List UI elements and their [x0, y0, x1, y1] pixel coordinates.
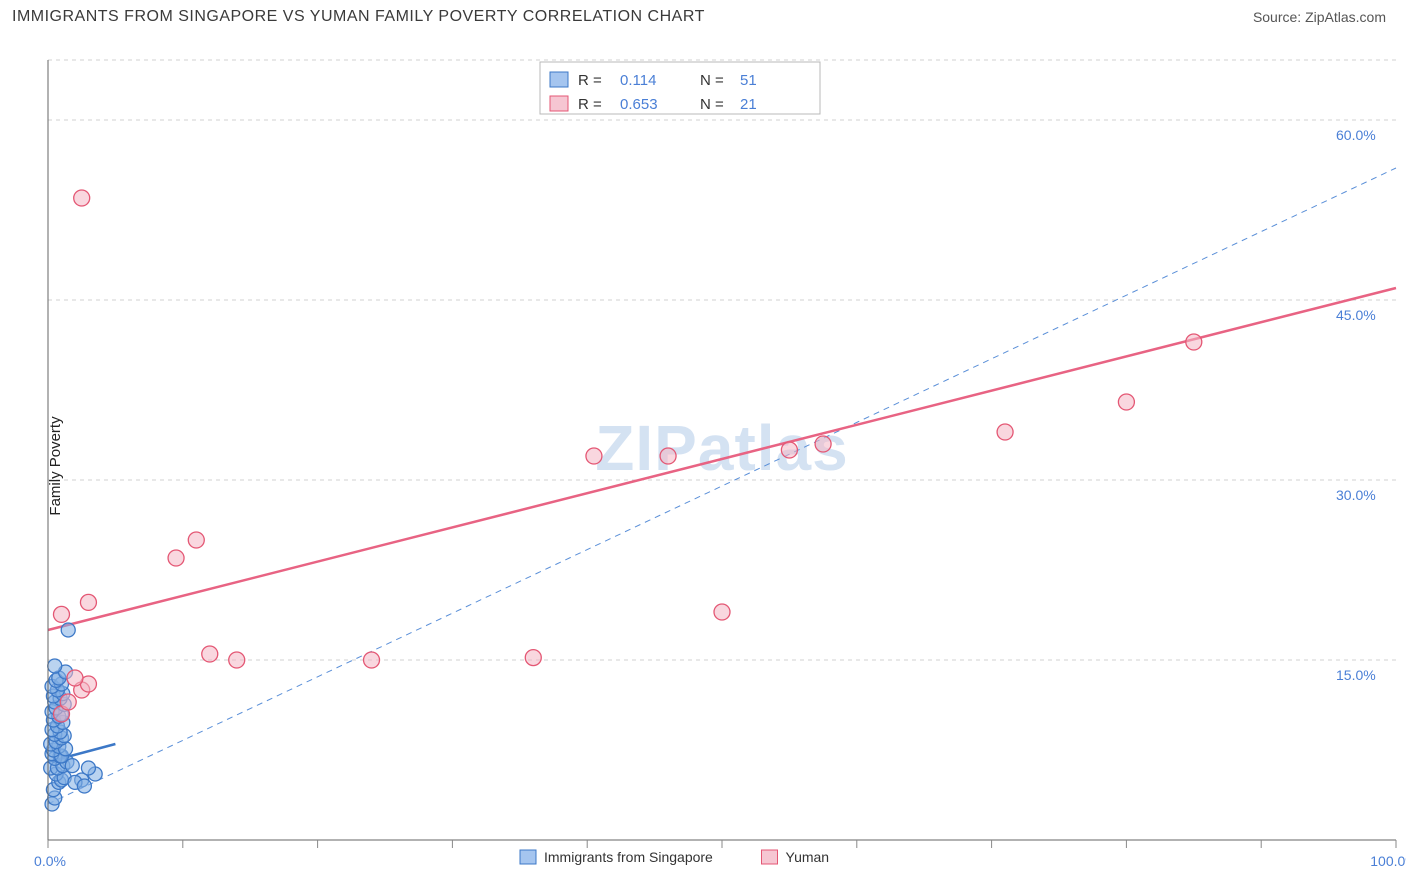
legend-r-value: 0.653 — [620, 96, 658, 113]
correlation-scatter-chart: 15.0% 30.0% 45.0% 60.0% ZIPatlas 0.0% 100.0% R … — [0, 40, 1406, 892]
data-point — [815, 436, 831, 452]
svg-text:0.0%: 0.0% — [34, 853, 66, 869]
legend-series-label: Immigrants from Singapore — [544, 849, 713, 865]
ideal-line — [48, 168, 1396, 804]
svg-text:15.0%: 15.0% — [1336, 667, 1376, 683]
data-point — [997, 424, 1013, 440]
data-point — [188, 532, 204, 548]
data-point — [74, 190, 90, 206]
legend-r-label: R = — [578, 96, 602, 113]
watermark: ZIPatlas — [595, 412, 848, 484]
legend-n-label: N = — [700, 72, 724, 89]
legend-series-label: Yuman — [786, 849, 830, 865]
legend-n-label: N = — [700, 96, 724, 113]
legend-r-label: R = — [578, 72, 602, 89]
data-point — [1118, 394, 1134, 410]
legend-n-value: 21 — [740, 96, 757, 113]
data-point — [65, 759, 79, 773]
data-point — [1186, 334, 1202, 350]
data-point — [77, 779, 91, 793]
data-point — [586, 448, 602, 464]
legend-n-value: 51 — [740, 72, 757, 89]
data-point — [67, 670, 83, 686]
legend-r-value: 0.114 — [620, 72, 656, 89]
data-point — [81, 761, 95, 775]
legend-swatch — [550, 72, 568, 87]
legend-swatch — [520, 850, 536, 864]
data-point — [80, 594, 96, 610]
source-attribution: Source: ZipAtlas.com — [1253, 9, 1386, 25]
data-point — [364, 652, 380, 668]
data-point — [660, 448, 676, 464]
source-prefix: Source: — [1253, 9, 1305, 25]
data-point — [781, 442, 797, 458]
page-title: IMMIGRANTS FROM SINGAPORE VS YUMAN FAMIL… — [12, 8, 705, 26]
data-point — [168, 550, 184, 566]
svg-text:100.0%: 100.0% — [1370, 853, 1406, 869]
legend-swatch — [550, 96, 568, 111]
data-point — [61, 623, 75, 637]
data-point — [525, 650, 541, 666]
data-point — [714, 604, 730, 620]
svg-text:45.0%: 45.0% — [1336, 307, 1376, 323]
data-point — [53, 606, 69, 622]
data-point — [48, 659, 62, 673]
svg-text:30.0%: 30.0% — [1336, 487, 1376, 503]
svg-text:60.0%: 60.0% — [1336, 127, 1376, 143]
source-name: ZipAtlas.com — [1305, 9, 1386, 25]
legend-swatch — [762, 850, 778, 864]
data-point — [60, 694, 76, 710]
y-axis-label: Family Poverty — [47, 416, 64, 515]
data-point — [229, 652, 245, 668]
data-point — [202, 646, 218, 662]
